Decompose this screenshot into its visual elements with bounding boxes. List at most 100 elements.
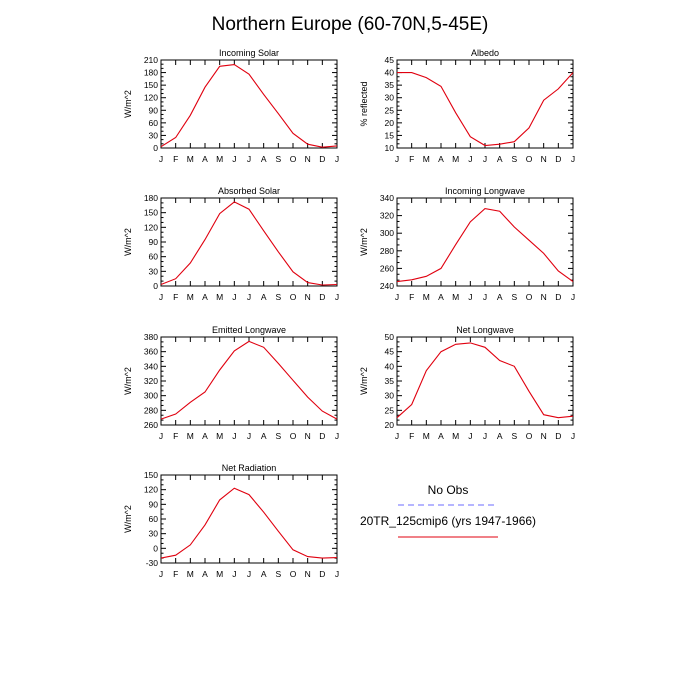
x-tick-label: N — [305, 154, 311, 164]
x-tick-label: J — [395, 292, 399, 302]
x-tick-label: O — [526, 292, 533, 302]
x-tick-label: A — [202, 431, 208, 441]
series-line-net-longwave — [396, 342, 574, 419]
x-tick-label: N — [541, 154, 547, 164]
y-tick-label: 40 — [385, 68, 395, 78]
y-tick-label: 320 — [380, 211, 394, 221]
y-tick-label: -30 — [146, 558, 159, 568]
x-tick-label: F — [409, 431, 414, 441]
figure-title: Northern Europe (60-70N,5-45E) — [212, 14, 489, 35]
y-axis-label-absorbed-solar: W/m^2 — [123, 228, 133, 256]
x-tick-label: J — [159, 569, 163, 579]
y-axis-label-net-radiation: W/m^2 — [123, 505, 133, 533]
x-tick-label: D — [555, 154, 561, 164]
x-tick-label: M — [216, 431, 223, 441]
x-tick-label: M — [187, 431, 194, 441]
x-tick-label: A — [261, 154, 267, 164]
x-tick-label: J — [232, 569, 236, 579]
y-tick-label: 45 — [385, 55, 395, 65]
x-tick-label: J — [159, 292, 163, 302]
x-tick-label: O — [290, 431, 297, 441]
y-tick-label: 60 — [149, 252, 159, 262]
x-tick-label: A — [202, 154, 208, 164]
y-tick-label: 180 — [144, 193, 158, 203]
series-line-emitted-longwave — [160, 340, 338, 420]
x-tick-label: S — [275, 154, 281, 164]
x-tick-label: O — [290, 292, 297, 302]
y-tick-label: 280 — [144, 405, 158, 415]
x-tick-label: J — [468, 154, 472, 164]
y-tick-label: 15 — [385, 130, 395, 140]
y-tick-label: 90 — [149, 105, 159, 115]
panel-title-absorbed-solar: Absorbed Solar — [218, 186, 280, 196]
x-tick-label: S — [511, 292, 517, 302]
x-tick-label: M — [187, 292, 194, 302]
x-tick-label: S — [511, 154, 517, 164]
x-tick-label: A — [438, 292, 444, 302]
x-tick-label: J — [571, 292, 575, 302]
y-tick-label: 0 — [153, 543, 158, 553]
x-tick-label: J — [468, 292, 472, 302]
y-tick-label: 0 — [153, 281, 158, 291]
x-tick-label: M — [423, 292, 430, 302]
x-tick-label: J — [483, 154, 487, 164]
x-tick-label: J — [232, 292, 236, 302]
x-tick-label: M — [452, 154, 459, 164]
y-tick-label: 260 — [144, 420, 158, 430]
y-tick-label: 120 — [144, 222, 158, 232]
x-tick-label: S — [275, 292, 281, 302]
x-tick-label: A — [261, 569, 267, 579]
x-tick-label: A — [497, 292, 503, 302]
x-tick-label: M — [187, 154, 194, 164]
y-tick-label: 260 — [380, 263, 394, 273]
y-tick-label: 25 — [385, 405, 395, 415]
y-tick-label: 280 — [380, 246, 394, 256]
x-tick-label: M — [216, 569, 223, 579]
y-tick-label: 150 — [144, 80, 158, 90]
x-tick-label: F — [173, 292, 178, 302]
x-tick-label: N — [541, 292, 547, 302]
x-tick-label: N — [305, 431, 311, 441]
x-tick-label: J — [232, 431, 236, 441]
x-tick-label: N — [305, 292, 311, 302]
x-tick-label: D — [555, 431, 561, 441]
y-tick-label: 150 — [144, 470, 158, 480]
x-tick-label: J — [335, 292, 339, 302]
plot-frame-albedo — [396, 59, 574, 149]
x-tick-label: F — [409, 154, 414, 164]
x-tick-label: J — [483, 292, 487, 302]
x-tick-label: F — [409, 292, 414, 302]
x-tick-label: M — [452, 431, 459, 441]
x-tick-label: N — [541, 431, 547, 441]
panel-title-albedo: Albedo — [471, 48, 499, 58]
y-tick-label: 10 — [385, 143, 395, 153]
x-tick-label: J — [395, 154, 399, 164]
y-tick-label: 0 — [153, 143, 158, 153]
x-tick-label: D — [319, 569, 325, 579]
y-axis-label-albedo: % reflected — [359, 81, 369, 126]
y-tick-label: 90 — [149, 237, 159, 247]
y-tick-label: 210 — [144, 55, 158, 65]
legend-model-label: 20TR_125cmip6 (yrs 1947-1966) — [360, 514, 536, 528]
y-tick-label: 60 — [149, 514, 159, 524]
y-tick-label: 25 — [385, 105, 395, 115]
series-line-absorbed-solar — [160, 201, 338, 286]
y-tick-label: 340 — [380, 193, 394, 203]
x-tick-label: J — [232, 154, 236, 164]
y-axis-label-emitted-longwave: W/m^2 — [123, 367, 133, 395]
y-tick-label: 90 — [149, 499, 159, 509]
x-tick-label: J — [395, 431, 399, 441]
panel-title-net-longwave: Net Longwave — [456, 325, 514, 335]
x-tick-label: J — [335, 154, 339, 164]
plot-frame-net-radiation — [160, 474, 338, 564]
x-tick-label: J — [335, 569, 339, 579]
x-tick-label: O — [290, 569, 297, 579]
x-tick-label: A — [261, 431, 267, 441]
x-tick-label: A — [202, 569, 208, 579]
y-tick-label: 380 — [144, 332, 158, 342]
x-tick-label: J — [247, 431, 251, 441]
y-tick-label: 320 — [144, 376, 158, 386]
